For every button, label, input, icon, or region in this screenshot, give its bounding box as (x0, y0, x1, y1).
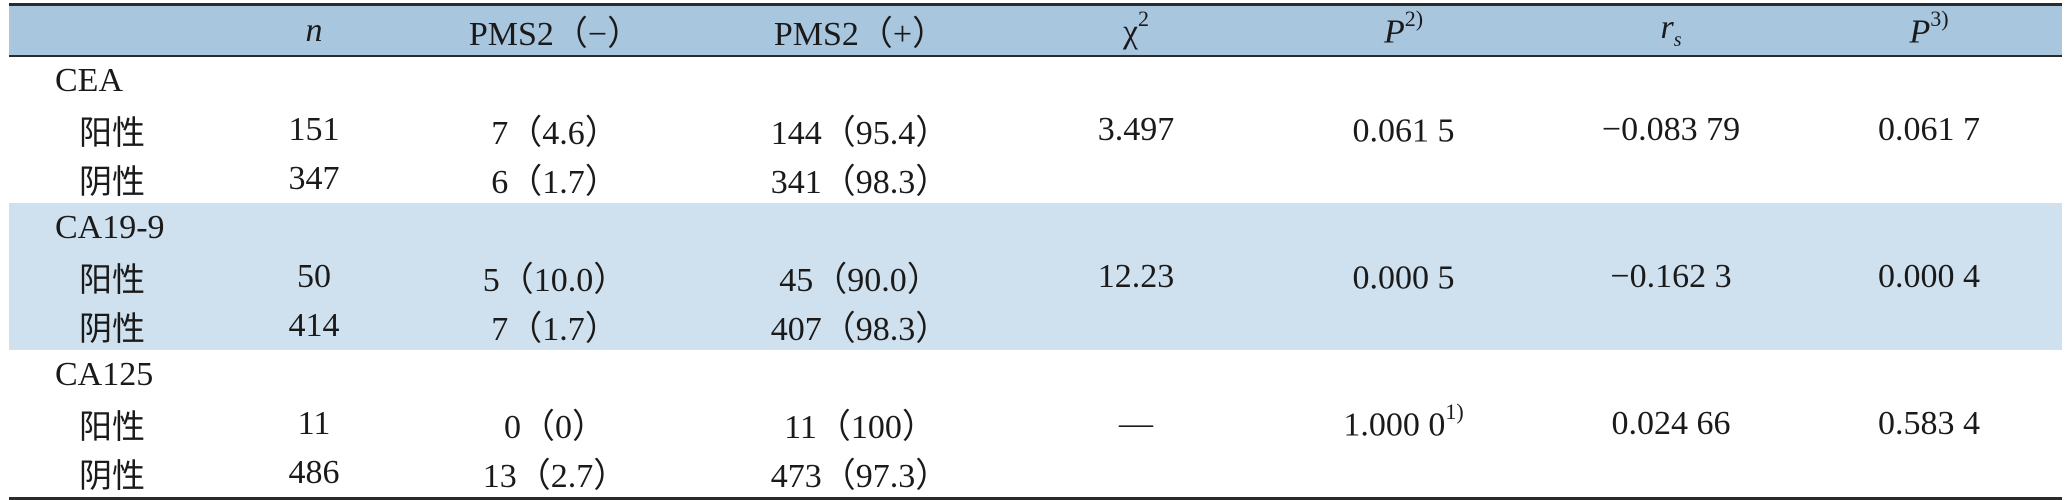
n-value: 414 (288, 306, 340, 344)
status-label: 阴性 (79, 308, 145, 348)
header-chi-square: χ2 (1011, 3, 1261, 57)
header-p2: P2) (1261, 3, 1546, 57)
chi-superscript: 2 (1138, 5, 1150, 31)
chi-symbol: χ (1122, 13, 1139, 51)
p3-value: 0.583 4 (1796, 350, 2062, 500)
table-row: 阳性 151 7（4.6） 144（95.4） (9, 105, 2062, 154)
table-row: 阴性 414 7（1.7） 407（98.3） (9, 301, 2062, 350)
p3-value: 0.061 7 (1878, 111, 1980, 148)
p2-value: 0.061 5 (1352, 112, 1455, 150)
table-row: 阳性 50 5（10.0） 45（90.0） (9, 252, 2062, 301)
table-row: 阳性 11 0（0） 11（100） (9, 399, 2062, 448)
chi2-value: 12.23 (1097, 257, 1175, 295)
status-label: 阴性 (9, 448, 227, 500)
p2-value: 0.000 5 (1352, 259, 1455, 297)
status-label: 阴性 (79, 161, 145, 201)
header-blank (9, 3, 227, 57)
pms2-positive-value: 11（100） (784, 409, 936, 446)
rs-value: 0.024 66 (1546, 350, 1796, 500)
n-value: 50 (297, 257, 331, 295)
p2-symbol: P (1383, 13, 1405, 51)
pms2-marker-table: n PMS2（−） PMS2（+） χ2 P2) rs P3) CEA 3.49… (9, 3, 2062, 500)
pms2-negative-value: 7（4.6） (491, 115, 619, 152)
header-pms2-negative: PMS2（−） (401, 3, 709, 57)
table-row: 阴性 347 6（1.7） 341（98.3） (9, 154, 2062, 203)
chi2-value: 3.497 (1097, 111, 1175, 148)
header-pms2-positive: PMS2（+） (709, 3, 1011, 57)
marker-row: CA125 — 1.000 01) 0.024 66 0.583 4 (9, 350, 2062, 500)
table-header: n PMS2（−） PMS2（+） χ2 P2) rs P3) (9, 3, 2062, 57)
status-label: 阳性 (79, 112, 145, 152)
p3-symbol: P (1909, 13, 1931, 51)
pms2-negative-value: 5（10.0） (482, 262, 628, 299)
chi2-value: — (1011, 350, 1261, 500)
status-label: 阳性 (79, 406, 145, 446)
p2-superscript: 2) (1404, 5, 1424, 31)
table-row: 阴性 486 13（2.7） 473（97.3） (9, 448, 2062, 500)
marker-row: CA19-9 12.23 0.000 5 −0.162 3 0.000 4 (9, 203, 2062, 297)
n-value: 486 (227, 448, 401, 500)
rs-subscript: s (1673, 28, 1682, 51)
group-ca19-9: CA19-9 12.23 0.000 5 −0.162 3 0.000 4 阳性… (9, 203, 2062, 350)
pms2-positive-value: 45（90.0） (779, 262, 941, 299)
pms2-negative-value: 13（2.7） (401, 448, 709, 500)
rs-symbol: r (1660, 9, 1674, 47)
p3-superscript: 3) (1930, 5, 1949, 31)
pms2-positive-value: 341（98.3） (770, 164, 950, 201)
group-ca125: CA125 — 1.000 01) 0.024 66 0.583 4 阳性 11… (9, 350, 2062, 500)
marker-row: CEA 3.497 0.061 5 −0.083 79 0.061 7 (9, 56, 2062, 150)
group-cea: CEA 3.497 0.061 5 −0.083 79 0.061 7 阳性 1… (9, 56, 2062, 203)
pms2-negative-value: 6（1.7） (491, 164, 619, 201)
marker-label: CA125 (55, 355, 154, 393)
n-value: 11 (297, 404, 331, 442)
footnote-marker: 1) (1445, 398, 1464, 424)
marker-label: CA19-9 (55, 208, 165, 246)
pms2-positive-value: 144（95.4） (770, 115, 950, 152)
status-label: 阳性 (79, 259, 145, 299)
header-p3: P3) (1796, 3, 2062, 57)
pms2-positive-value: 473（97.3） (709, 448, 1011, 500)
pms2-negative-value: 0（0） (504, 409, 606, 446)
header-rs: rs (1546, 3, 1796, 57)
pms2-positive-value: 407（98.3） (770, 311, 950, 348)
pms2-negative-value: 7（1.7） (491, 311, 619, 348)
rs-value: −0.083 79 (1601, 111, 1741, 148)
rs-value: −0.162 3 (1610, 257, 1732, 295)
header-n: n (227, 3, 401, 57)
n-value: 151 (288, 110, 340, 148)
n-value: 347 (288, 159, 340, 197)
p3-value: 0.000 4 (1878, 257, 1980, 295)
marker-label: CEA (55, 62, 123, 99)
p2-value: 1.000 01) (1261, 350, 1546, 500)
